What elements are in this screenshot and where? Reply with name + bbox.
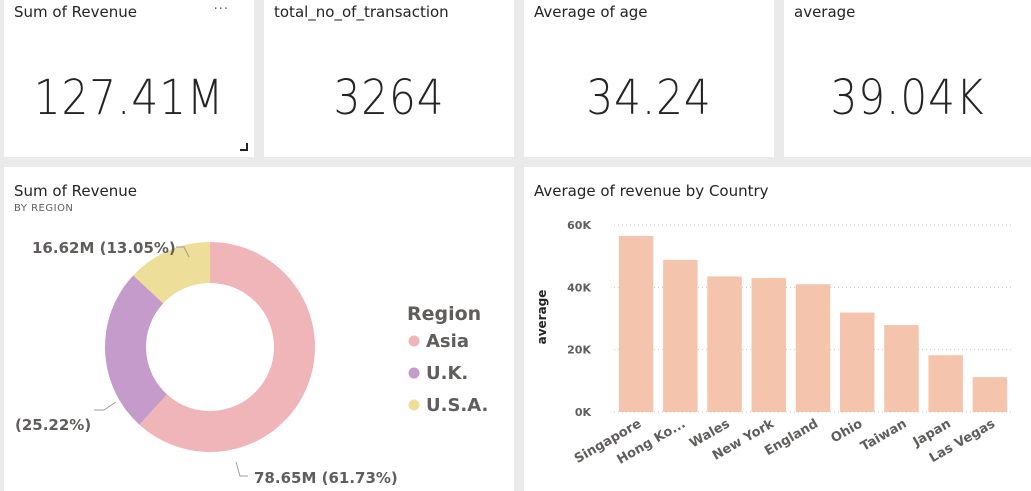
legend-marker	[408, 335, 420, 347]
card-value: 127.41M	[33, 70, 225, 126]
y-axis-title: average	[535, 290, 549, 345]
y-tick-label: 0K	[575, 406, 592, 419]
donut-slice-usa[interactable]	[133, 242, 210, 304]
revenue-card[interactable]: Sum of Revenue ··· 127.41M	[4, 0, 254, 157]
legend-marker	[408, 399, 420, 411]
age-card[interactable]: Average of age 34.24	[524, 0, 774, 157]
bar[interactable]	[839, 312, 875, 412]
average-card[interactable]: average 39.04K	[784, 0, 1031, 157]
resize-handle-icon[interactable]	[240, 143, 248, 151]
visual-title: Sum of Revenue	[14, 182, 137, 200]
visual-subtitle: BY REGION	[14, 203, 74, 214]
legend-item-label[interactable]: Asia	[426, 331, 469, 352]
donut-slice-asia[interactable]	[139, 242, 315, 452]
visual-title: Average of revenue by Country	[534, 182, 769, 200]
revenue-by-region-visual[interactable]: Sum of Revenue BY REGION 16.62M (13.05%)…	[4, 167, 514, 491]
x-tick-label: Taiwan	[858, 416, 909, 454]
bar[interactable]	[884, 325, 919, 412]
card-value: 3264	[333, 70, 445, 126]
legend-item-label[interactable]: U.S.A.	[426, 395, 488, 416]
card-title: Average of age	[534, 3, 648, 21]
card-value: 34.24	[586, 70, 712, 126]
y-tick-label: 40K	[567, 281, 591, 294]
more-options-icon[interactable]: ···	[213, 2, 229, 17]
donut-slice-uk[interactable]	[104, 275, 167, 425]
card-title: average	[794, 3, 856, 21]
data-label-uk: (25.22%)	[15, 416, 91, 434]
y-tick-label: 20K	[567, 344, 591, 357]
data-label-asia: 78.65M (61.73%)	[254, 469, 398, 487]
card-title: total_no_of_transaction	[274, 3, 449, 21]
revenue-by-country-visual[interactable]: Average of revenue by Country 0K 20K 40K 60…	[524, 167, 1031, 491]
bar[interactable]	[618, 235, 654, 412]
bar[interactable]	[795, 284, 831, 412]
transactions-card[interactable]: total_no_of_transaction 3264	[264, 0, 514, 157]
y-tick-label: 60K	[567, 219, 591, 232]
leader-line-uk	[94, 401, 117, 411]
legend-title: Region	[407, 303, 481, 325]
leader-line-usa	[176, 246, 190, 258]
bar[interactable]	[707, 276, 742, 412]
bar[interactable]	[972, 377, 1008, 412]
legend-marker	[408, 367, 420, 379]
card-value: 39.04K	[830, 70, 985, 126]
card-title: Sum of Revenue	[14, 3, 137, 21]
bar[interactable]	[663, 259, 698, 412]
legend-item-label[interactable]: U.K.	[426, 363, 468, 384]
bar[interactable]	[751, 277, 787, 412]
leader-line-asia	[235, 461, 248, 477]
bar[interactable]	[928, 355, 963, 412]
donut-chart: 16.62M (13.05%) (25.22%) 78.65M (61.73%)…	[15, 239, 488, 487]
data-label-usa: 16.62M (13.05%)	[32, 239, 176, 257]
